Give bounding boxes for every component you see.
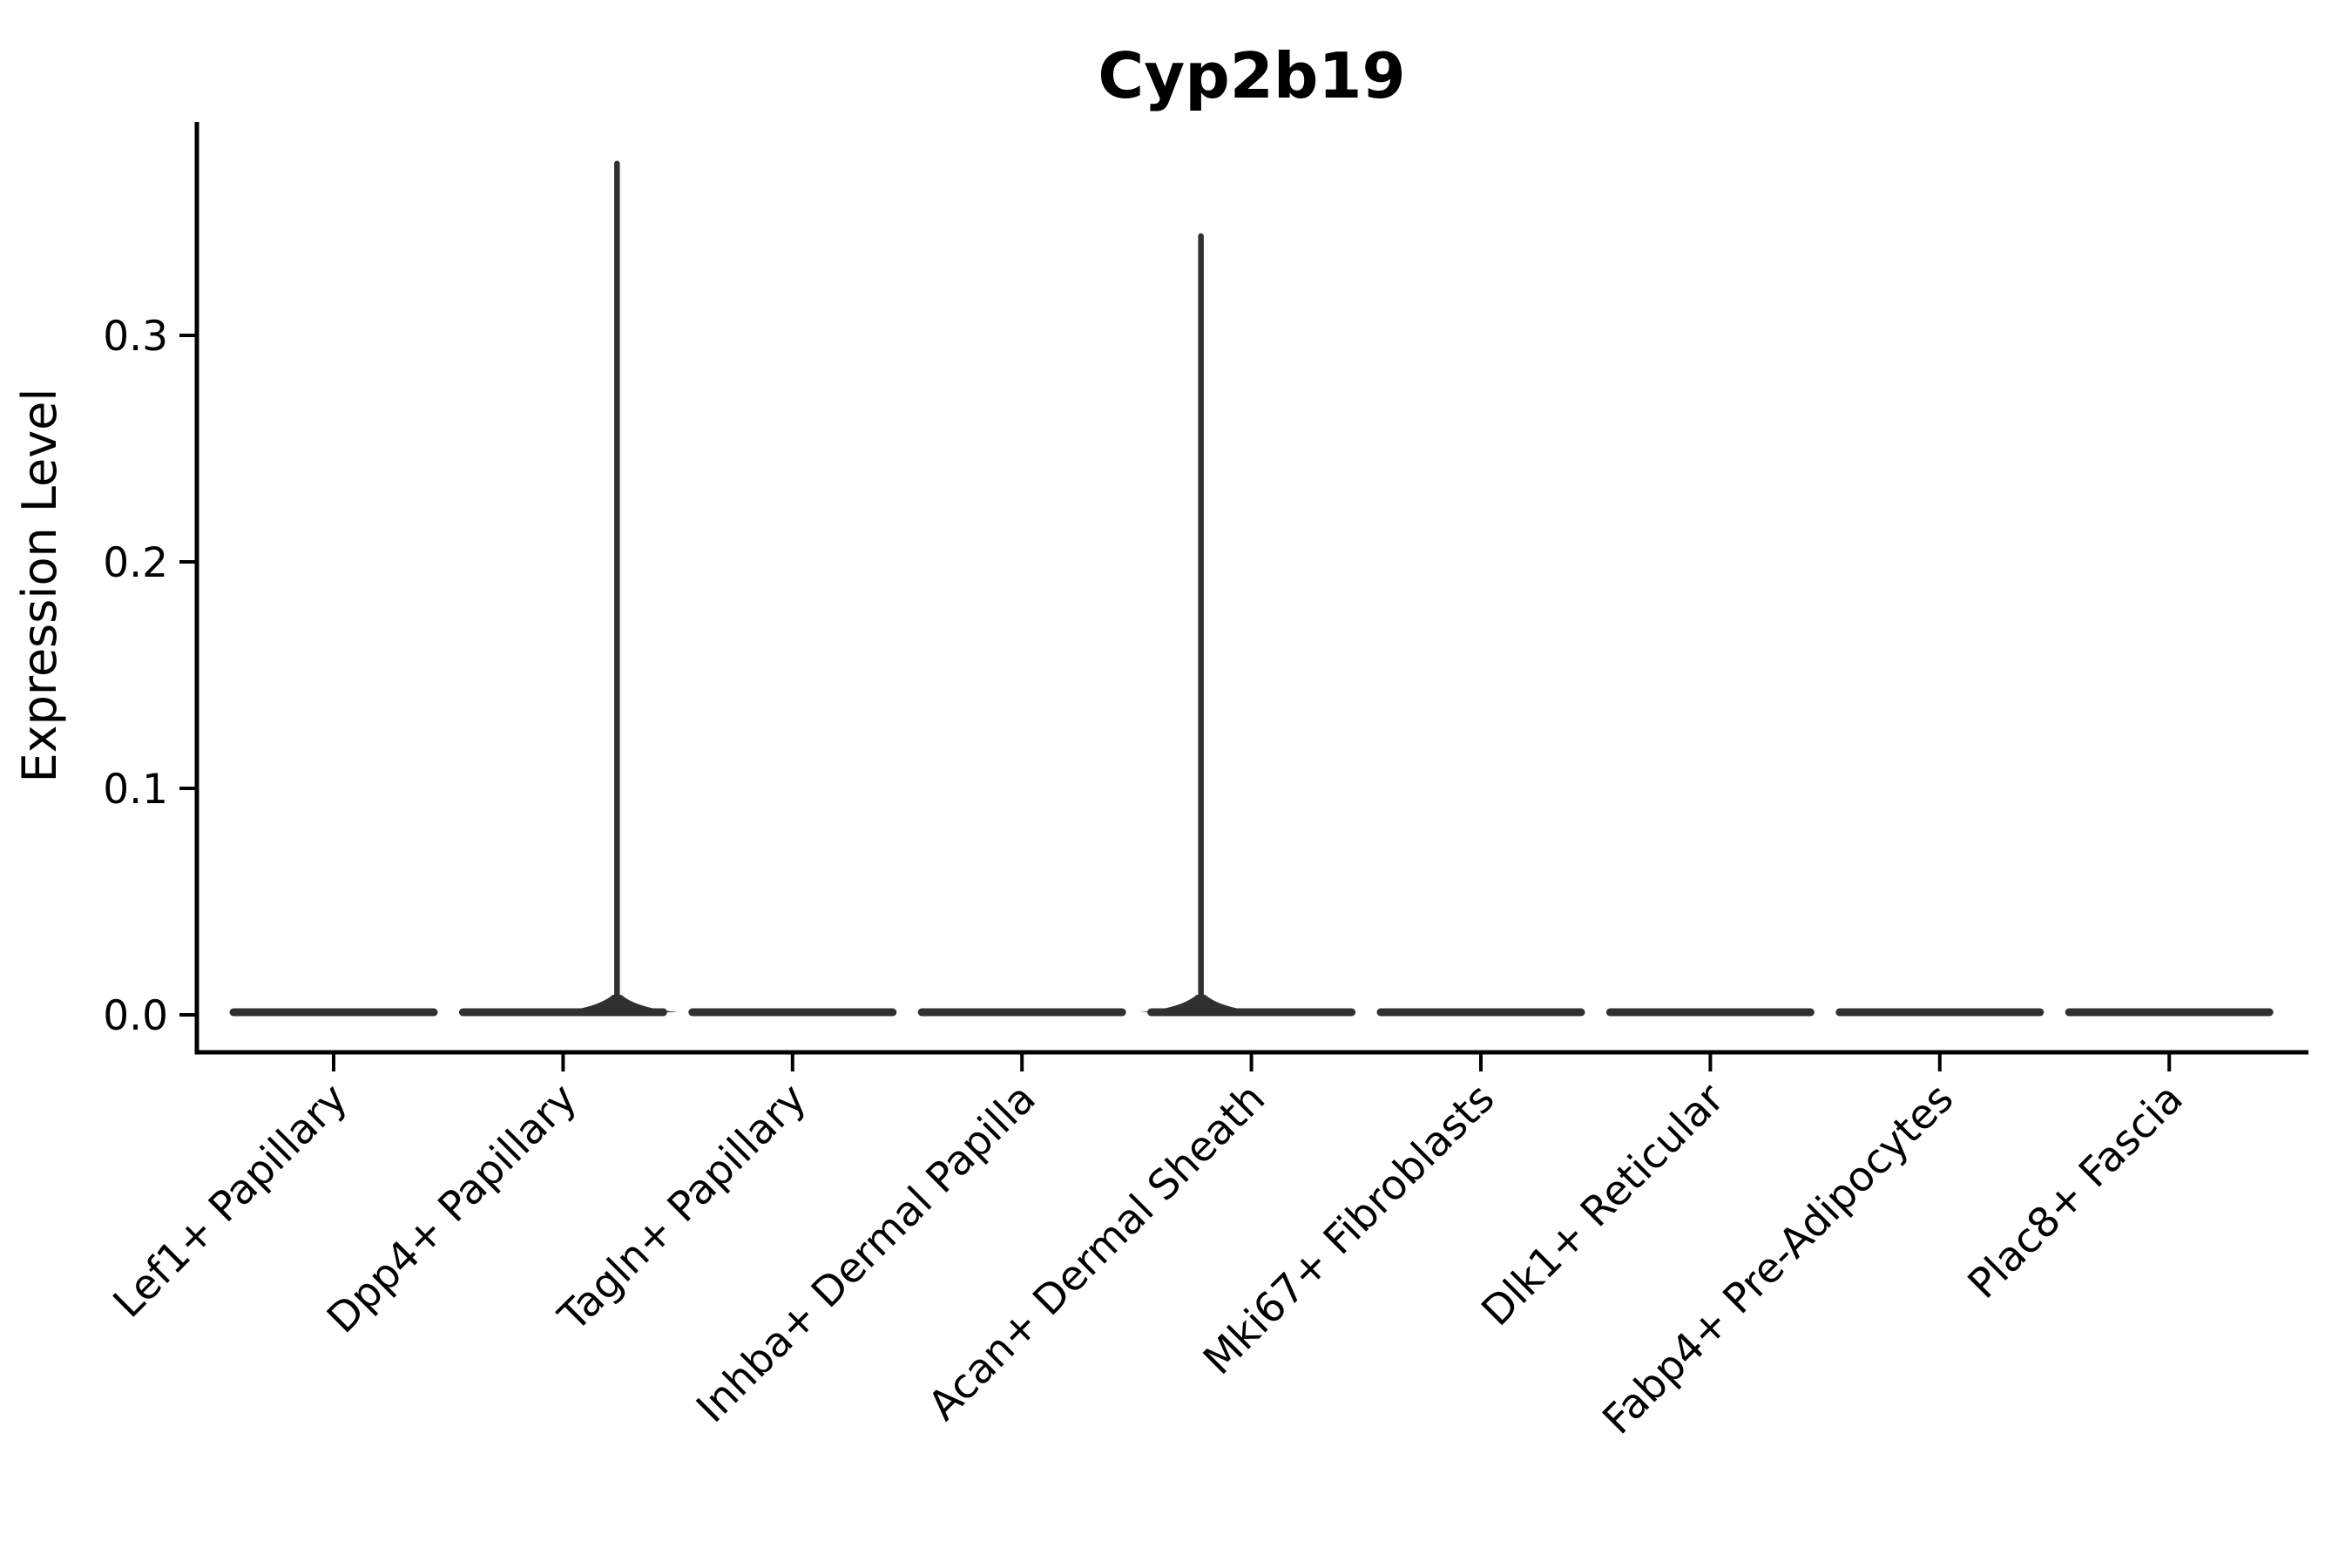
x-tick-label: Dlk1+ Reticular — [1472, 1074, 1734, 1335]
violin-layer — [229, 160, 2274, 1017]
plot-title: Cyp2b19 — [1098, 39, 1405, 112]
x-tick-label: Lef1+ Papillary — [105, 1075, 357, 1328]
y-tick-label: 0.1 — [103, 766, 168, 814]
x-tick-label: Dpp4+ Papillary — [318, 1075, 586, 1343]
x-tick-label: Tagln+ Papillary — [549, 1075, 815, 1342]
y-tick-label: 0.2 — [103, 539, 168, 587]
y-tick-label: 0.3 — [103, 313, 168, 361]
y-axis-label: Expression Level — [12, 389, 67, 783]
x-tick-label: Plac8+ Fascia — [1959, 1075, 2193, 1308]
y-tick-label: 0.0 — [103, 992, 168, 1040]
